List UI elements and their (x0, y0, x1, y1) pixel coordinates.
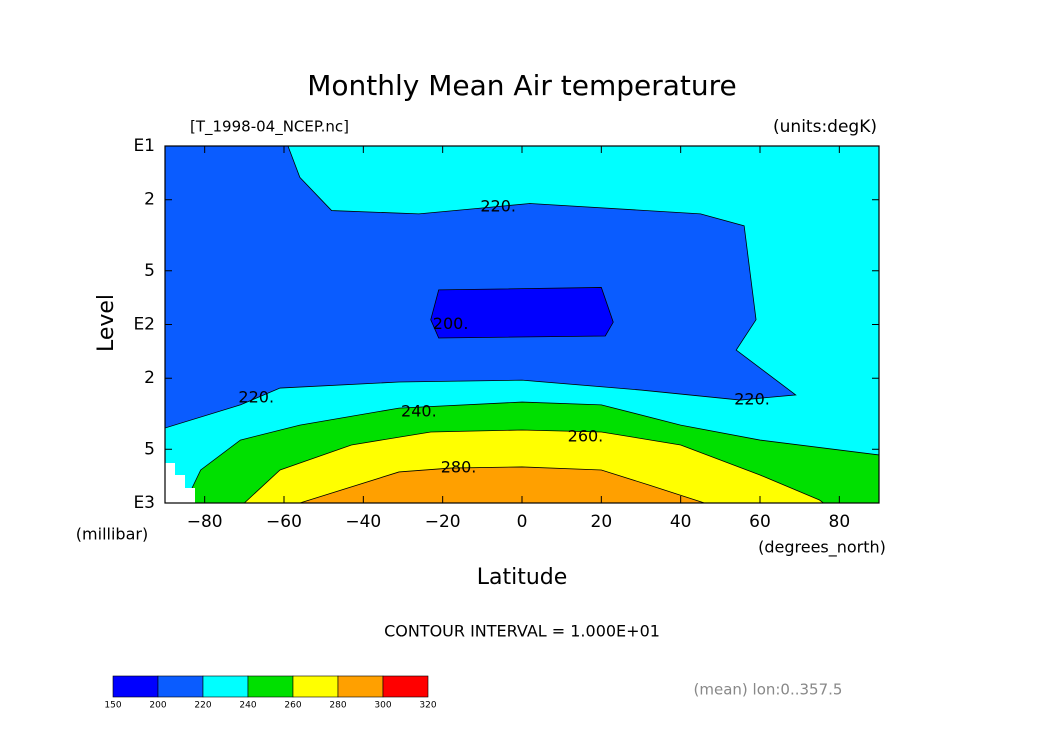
colorbar-label: 150 (104, 701, 121, 711)
chart-title: Monthly Mean Air temperature (307, 69, 737, 102)
contour-band (299, 466, 705, 503)
x-tick-label: 0 (517, 512, 528, 532)
y-tick-label: 2 (144, 190, 155, 210)
colorbar-box (292, 675, 339, 698)
colorbar-box (382, 675, 429, 698)
contour-label: 280. (441, 458, 477, 477)
y-tick-label: E1 (133, 136, 155, 156)
y-tick-label: 2 (144, 368, 155, 388)
colorbar-box (202, 675, 249, 698)
colorbar-label: 260 (284, 701, 301, 711)
x-tick-label: 20 (591, 512, 613, 532)
contour-label: 240. (401, 401, 437, 420)
contour-label: 260. (568, 427, 604, 446)
contour-interval: CONTOUR INTERVAL = 1.000E+01 (384, 622, 660, 641)
x-tick-label: −60 (266, 512, 302, 532)
y-tick-label: 5 (144, 261, 155, 281)
contour-label: 220. (480, 197, 516, 216)
contour-band (430, 287, 614, 339)
footer: (mean) lon:0..357.5 (694, 681, 843, 699)
colorbar-box (157, 675, 204, 698)
plot-area: 220. 200. 220. 240. 260. 280. 220. (165, 146, 879, 503)
colorbar-label: 320 (419, 701, 436, 711)
y-tick-label: 5 (144, 439, 155, 459)
x-tick-label: −40 (345, 512, 381, 532)
missing-data (165, 488, 195, 503)
colorbar-box (337, 675, 384, 698)
contour-label: 220. (238, 387, 274, 406)
colorbar-label: 300 (374, 701, 391, 711)
contour-band (165, 146, 797, 429)
x-tick-label: 80 (829, 512, 851, 532)
colorbar-label: 240 (239, 701, 256, 711)
y-tick-label: E2 (133, 315, 155, 335)
contour-label: 200. (433, 314, 469, 333)
colorbar-label: 220 (194, 701, 211, 711)
x-tick-label: −80 (187, 512, 223, 532)
y-axis-label: Level (94, 294, 119, 352)
y-tick-label: E3 (133, 493, 155, 513)
x-tick-label: −20 (425, 512, 461, 532)
x-unit: (degrees_north) (758, 538, 886, 558)
x-axis-label: Latitude (477, 565, 568, 590)
colorbar-box (247, 675, 294, 698)
file-label: [T_1998-04_NCEP.nc] (190, 118, 349, 137)
contour-label: 220. (734, 390, 770, 409)
units-label: (units:degK) (773, 117, 877, 137)
x-tick-label: 40 (670, 512, 692, 532)
colorbar-box (112, 675, 159, 698)
colorbar-label: 200 (149, 701, 166, 711)
colorbar-label: 280 (329, 701, 346, 711)
y-unit: (millibar) (76, 525, 148, 544)
x-tick-label: 60 (749, 512, 771, 532)
